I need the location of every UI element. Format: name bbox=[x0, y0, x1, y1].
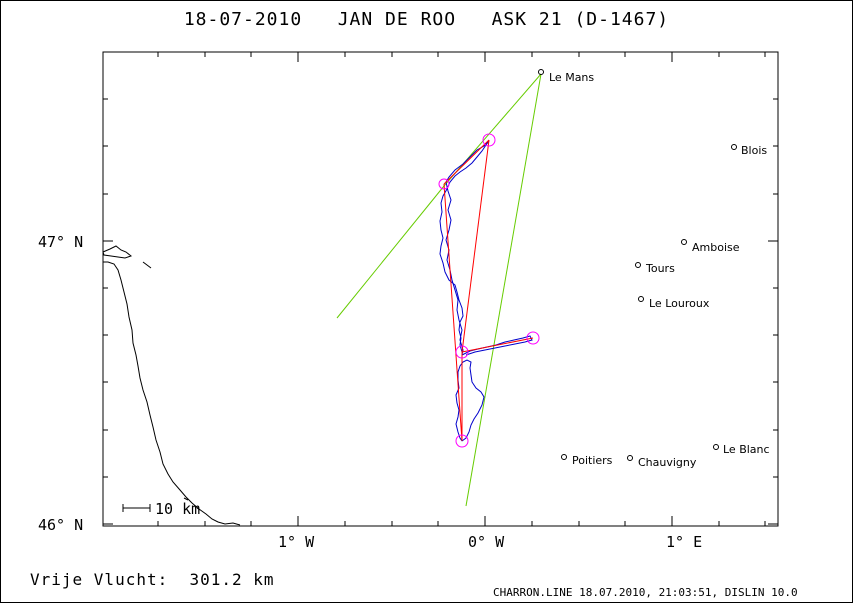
x-label-1e: 1° E bbox=[666, 533, 702, 551]
scale-bar bbox=[122, 504, 151, 512]
y-label-46n: 46° N bbox=[38, 516, 83, 534]
city-marker bbox=[561, 454, 567, 460]
city-label-chauvigny: Chauvigny bbox=[638, 456, 697, 469]
city-label-amboise: Amboise bbox=[692, 241, 740, 254]
city-label-poitiers: Poitiers bbox=[572, 454, 613, 467]
turnpoints bbox=[438, 133, 540, 448]
flight-title: 18-07-2010 JAN DE ROO ASK 21 (D-1467) bbox=[183, 9, 670, 30]
x-label-1w: 1° W bbox=[278, 533, 315, 551]
coastline bbox=[102, 245, 241, 526]
city-marker bbox=[627, 455, 633, 461]
city-label-tours: Tours bbox=[645, 262, 675, 275]
city-label-le-blanc: Le Blanc bbox=[723, 443, 770, 456]
city-marker bbox=[731, 144, 737, 150]
file-info: CHARRON.LINE 18.07.2010, 21:03:51, DISLI… bbox=[493, 586, 798, 599]
plot-border bbox=[102, 51, 779, 527]
city-marker bbox=[681, 239, 687, 245]
axis-ticks bbox=[103, 52, 778, 526]
city-marker bbox=[638, 296, 644, 302]
flight-track bbox=[439, 140, 533, 442]
city-markers bbox=[538, 69, 737, 461]
x-label-0w: 0° W bbox=[468, 533, 505, 551]
y-label-47n: 47° N bbox=[38, 233, 83, 251]
city-label-le-louroux: Le Louroux bbox=[649, 297, 710, 310]
task-lines bbox=[443, 139, 534, 442]
sector-lines bbox=[336, 73, 542, 507]
city-label-le-mans: Le Mans bbox=[549, 71, 594, 84]
scale-bar-label: 10 km bbox=[155, 500, 200, 518]
city-marker bbox=[713, 444, 719, 450]
city-marker bbox=[538, 69, 544, 75]
city-marker bbox=[635, 262, 641, 268]
city-label-blois: Blois bbox=[741, 144, 767, 157]
distance-readout: Vrije Vlucht: 301.2 km bbox=[30, 570, 275, 589]
